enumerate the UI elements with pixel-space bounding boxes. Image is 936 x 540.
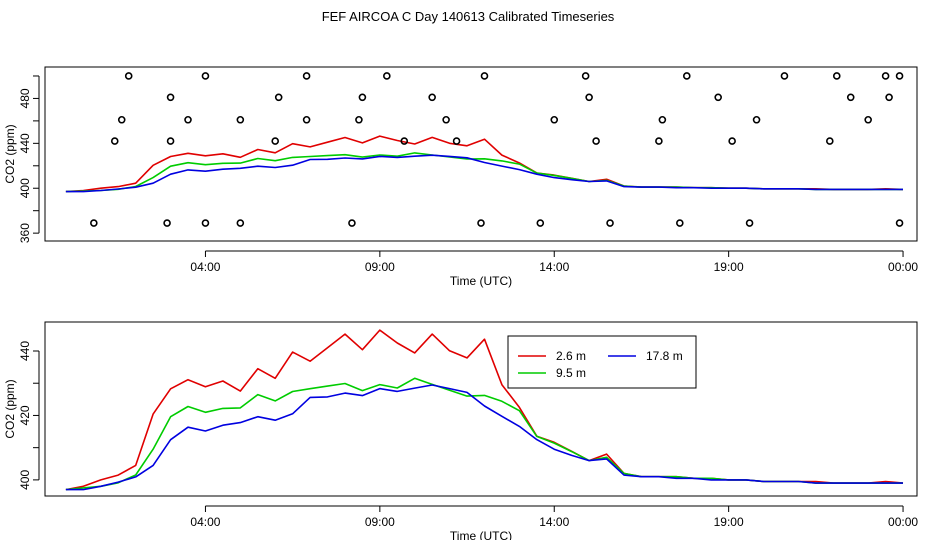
- calibration-marker: [400, 137, 409, 145]
- x-tick-label: 00:00: [888, 260, 918, 274]
- top-panel-co2-with-samples: 04:00 09:00 14:00 19:00 00:00 Time (UTC) 360 40…: [3, 66, 918, 288]
- series-line-2-6-m: [65, 329, 904, 491]
- series-line-17-8-m: [65, 384, 903, 491]
- y-tick-label: 420: [18, 405, 32, 425]
- y-tick-label: 360: [18, 223, 32, 243]
- x-tick-label: 14:00: [539, 515, 569, 529]
- y-tick-label: 400: [18, 470, 32, 490]
- calibration-marker: [452, 137, 461, 145]
- legend-label: 2.6 m: [556, 349, 586, 363]
- calibration-marker: [780, 72, 789, 80]
- legend-box: [507, 335, 697, 389]
- y-tick-label: 440: [18, 133, 32, 153]
- calibration-marker: [184, 115, 192, 124]
- calibration-marker: [201, 72, 210, 80]
- calibration-marker: [714, 93, 722, 102]
- calibration-marker: [606, 219, 614, 227]
- calibration-marker: [846, 93, 855, 102]
- x-tick-label: 09:00: [365, 260, 395, 274]
- x-tick-label: 09:00: [365, 515, 395, 529]
- calibration-marker: [480, 72, 489, 80]
- x-axis-label: Time (UTC): [450, 274, 512, 288]
- x-tick-label: 14:00: [539, 260, 569, 274]
- calibration-marker: [832, 72, 841, 80]
- plot-frame: [44, 66, 918, 242]
- calibration-marker: [676, 219, 684, 227]
- calibration-marker: [864, 115, 872, 124]
- calibration-marker: [745, 219, 754, 227]
- calibration-marker: [885, 93, 893, 102]
- calibration-marker: [236, 219, 245, 227]
- calibration-marker: [825, 137, 834, 145]
- calibration-marker: [236, 115, 245, 124]
- calibration-marker: [302, 115, 311, 124]
- legend-label: 17.8 m: [646, 349, 683, 363]
- calibration-marker: [895, 72, 904, 80]
- calibration-marker: [442, 115, 450, 124]
- x-tick-label: 19:00: [714, 515, 744, 529]
- calibration-marker: [592, 137, 600, 145]
- plot-frame: [44, 321, 918, 497]
- calibration-marker: [428, 93, 436, 102]
- series-line-9-5-m: [65, 377, 903, 491]
- calibration-marker: [752, 115, 761, 124]
- calibration-marker: [658, 115, 667, 124]
- x-tick-label: 19:00: [714, 260, 744, 274]
- calibration-marker: [163, 219, 171, 227]
- calibration-marker: [477, 219, 485, 227]
- calibration-marker: [895, 219, 904, 227]
- calibration-marker: [90, 219, 98, 227]
- y-axis-label: CO2 (ppm): [3, 379, 17, 438]
- calibration-marker: [124, 72, 133, 80]
- calibration-marker: [358, 93, 367, 102]
- calibration-marker: [550, 115, 559, 124]
- bottom-panel-co2-lines: 04:00 09:00 14:00 19:00 00:00 Time (UTC) 400 42…: [3, 321, 918, 540]
- x-tick-label: 04:00: [190, 515, 220, 529]
- calibration-marker: [166, 137, 175, 145]
- x-axis-label: Time (UTC): [450, 529, 512, 540]
- calibration-marker: [166, 93, 175, 102]
- legend-label: 9.5 m: [556, 366, 586, 380]
- legend: 2.6 m 9.5 m 17.8 m: [507, 335, 697, 389]
- calibration-marker: [355, 115, 363, 124]
- x-tick-label: 00:00: [888, 515, 918, 529]
- y-axis-label: CO2 (ppm): [3, 124, 17, 183]
- calibration-marker: [302, 72, 311, 80]
- calibration-marker: [383, 72, 391, 80]
- y-tick-label: 440: [18, 341, 32, 361]
- series-line-17-8-m: [65, 154, 903, 193]
- y-tick-label: 400: [18, 178, 32, 198]
- calibration-marker: [682, 72, 691, 80]
- series-line-9-5-m: [65, 152, 903, 193]
- chart-title: FEF AIRCOA C Day 140613 Calibrated Times…: [321, 9, 615, 24]
- calibration-marker: [536, 219, 545, 227]
- calibration-marker: [271, 137, 280, 145]
- calibration-marker: [201, 219, 210, 227]
- calibration-marker: [110, 137, 119, 145]
- calibration-marker: [348, 219, 356, 227]
- calibration-marker: [585, 93, 593, 102]
- x-tick-label: 04:00: [190, 260, 220, 274]
- calibration-marker: [728, 137, 736, 145]
- y-tick-label: 480: [18, 88, 32, 108]
- calibration-marker: [117, 115, 126, 124]
- calibration-marker: [274, 93, 283, 102]
- calibration-marker: [655, 137, 663, 145]
- calibration-marker: [581, 72, 590, 80]
- calibration-marker: [881, 72, 890, 80]
